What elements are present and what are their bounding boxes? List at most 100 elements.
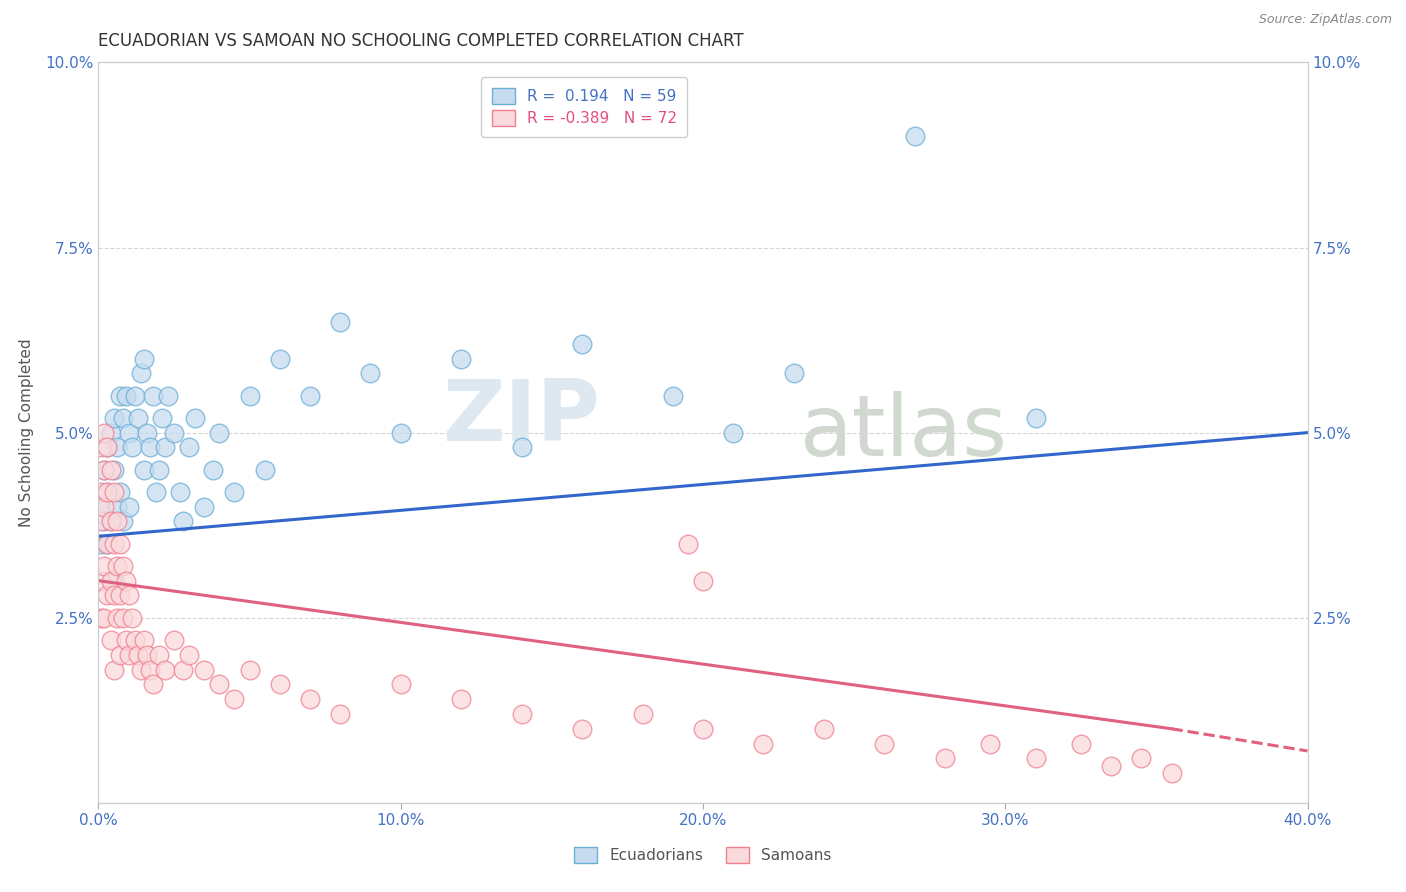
Point: [193, 663, 215, 677]
Point: [93, 462, 115, 476]
Point: [93, 462, 115, 476]
Point: [90, 515, 112, 529]
Point: [93, 425, 115, 440]
Point: [239, 388, 262, 402]
Point: [150, 410, 173, 425]
Point: [108, 484, 131, 499]
Point: [253, 462, 276, 476]
Point: [93, 610, 115, 624]
Point: [118, 648, 141, 662]
Point: [389, 677, 412, 691]
Point: [692, 574, 714, 588]
Point: [1024, 751, 1046, 765]
Point: [329, 314, 352, 328]
Point: [103, 589, 125, 603]
Point: [661, 388, 683, 402]
Legend: Ecuadorians, Samoans: Ecuadorians, Samoans: [568, 841, 838, 869]
Point: [450, 351, 472, 366]
Point: [111, 515, 134, 529]
Point: [129, 367, 152, 381]
Point: [100, 515, 122, 529]
Point: [93, 500, 115, 514]
Point: [329, 706, 352, 721]
Point: [100, 425, 122, 440]
Point: [114, 632, 136, 647]
Point: [121, 441, 143, 455]
Point: [1130, 751, 1153, 765]
Point: [208, 425, 231, 440]
Point: [184, 410, 207, 425]
Point: [105, 558, 128, 573]
Point: [93, 515, 115, 529]
Point: [510, 441, 533, 455]
Point: [172, 515, 194, 529]
Point: [90, 441, 112, 455]
Point: [100, 574, 122, 588]
Point: [105, 515, 128, 529]
Point: [139, 441, 162, 455]
Point: [100, 462, 122, 476]
Point: [121, 610, 143, 624]
Point: [100, 632, 122, 647]
Point: [153, 663, 176, 677]
Point: [676, 536, 699, 550]
Point: [111, 410, 134, 425]
Point: [145, 484, 167, 499]
Point: [96, 536, 118, 550]
Point: [103, 574, 125, 588]
Point: [1160, 766, 1182, 780]
Point: [208, 677, 231, 691]
Point: [783, 367, 806, 381]
Point: [96, 441, 118, 455]
Point: [108, 536, 131, 550]
Point: [90, 500, 112, 514]
Point: [96, 441, 118, 455]
Point: [389, 425, 412, 440]
Point: [90, 574, 112, 588]
Y-axis label: No Schooling Completed: No Schooling Completed: [20, 338, 34, 527]
Point: [142, 388, 165, 402]
Point: [571, 722, 593, 736]
Text: Source: ZipAtlas.com: Source: ZipAtlas.com: [1258, 13, 1392, 27]
Point: [124, 632, 146, 647]
Point: [103, 484, 125, 499]
Point: [299, 692, 322, 706]
Point: [873, 737, 896, 751]
Point: [1024, 410, 1046, 425]
Point: [692, 722, 714, 736]
Point: [90, 610, 112, 624]
Point: [96, 484, 118, 499]
Point: [153, 441, 176, 455]
Point: [111, 558, 134, 573]
Point: [1070, 737, 1092, 751]
Point: [156, 388, 179, 402]
Point: [1099, 758, 1122, 772]
Point: [108, 648, 131, 662]
Point: [129, 663, 152, 677]
Point: [100, 515, 122, 529]
Point: [132, 462, 155, 476]
Point: [193, 500, 215, 514]
Point: [105, 500, 128, 514]
Point: [118, 500, 141, 514]
Point: [114, 574, 136, 588]
Point: [813, 722, 835, 736]
Point: [299, 388, 322, 402]
Point: [179, 648, 201, 662]
Point: [723, 425, 745, 440]
Point: [510, 706, 533, 721]
Text: atlas: atlas: [800, 391, 1008, 475]
Text: ECUADORIAN VS SAMOAN NO SCHOOLING COMPLETED CORRELATION CHART: ECUADORIAN VS SAMOAN NO SCHOOLING COMPLE…: [98, 32, 744, 50]
Point: [571, 336, 593, 351]
Point: [224, 484, 246, 499]
Point: [179, 441, 201, 455]
Point: [163, 425, 186, 440]
Point: [139, 663, 162, 677]
Point: [169, 484, 191, 499]
Point: [631, 706, 654, 721]
Point: [163, 632, 186, 647]
Point: [127, 648, 149, 662]
Point: [269, 677, 291, 691]
Point: [450, 692, 472, 706]
Point: [124, 388, 146, 402]
